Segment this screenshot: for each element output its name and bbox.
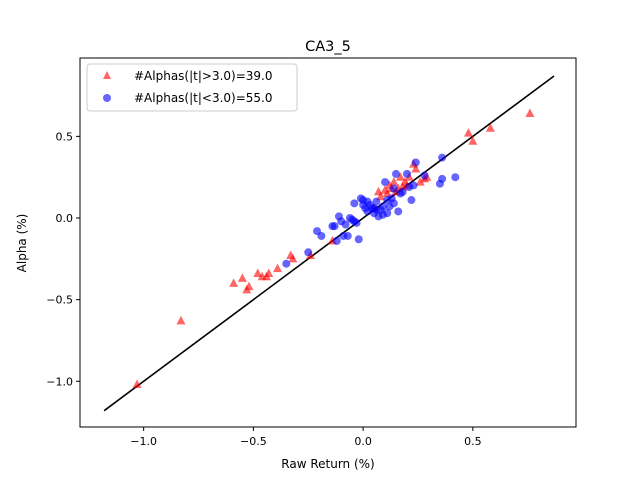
legend-circle-marker <box>103 94 111 102</box>
triangle-point <box>382 188 392 198</box>
axis-ticks: −1.0 −0.5 0.0 0.5 −1.0 −0.5 0.0 0.5 <box>46 130 481 448</box>
triangle-point <box>229 278 239 287</box>
legend-label-insignificant: #Alphas(|t|<3.0)=55.0 <box>134 91 273 105</box>
x-tick-label: −0.5 <box>240 435 267 448</box>
y-tick-label: 0.0 <box>56 212 74 225</box>
circle-point <box>341 220 350 229</box>
y-tick-label: 0.5 <box>56 130 74 143</box>
triangle-point <box>132 379 142 389</box>
y-tick-label: −1.0 <box>46 375 73 388</box>
circle-point <box>381 178 390 187</box>
circle-point <box>403 169 412 178</box>
legend-triangle-marker <box>103 71 111 79</box>
circle-point <box>389 199 398 208</box>
circle-point <box>383 196 392 205</box>
circle-point <box>392 169 401 178</box>
chart-title: CA3_5 <box>305 39 351 55</box>
circle-point <box>330 222 339 231</box>
triangle-point <box>463 128 473 137</box>
circle-point <box>394 207 403 216</box>
y-axis-label: Alpha (%) <box>15 214 29 273</box>
circle-point <box>354 235 363 244</box>
triangle-point <box>411 164 421 173</box>
x-tick-label: 0.5 <box>464 435 482 448</box>
circle-point <box>332 236 341 245</box>
triangle-point <box>244 281 254 291</box>
triangle-point <box>415 177 425 186</box>
data-points <box>132 108 535 389</box>
legend-frame <box>86 63 298 112</box>
triangle-point <box>468 136 478 145</box>
triangle-point <box>395 172 405 181</box>
legend-label-significant: #Alphas(|t|>3.0)=39.0 <box>134 69 273 83</box>
x-tick-label: 0.0 <box>354 435 372 448</box>
circle-point <box>343 231 352 240</box>
triangle-point <box>273 263 283 273</box>
triangle-point <box>286 250 296 260</box>
triangle-point <box>264 268 274 278</box>
circle-point <box>398 187 407 196</box>
x-axis-label: Raw Return (%) <box>281 457 374 471</box>
triangle-point <box>176 315 186 325</box>
circle-point <box>451 173 460 182</box>
circle-point <box>420 171 429 180</box>
plot-frame <box>79 57 577 428</box>
circle-point <box>372 197 381 206</box>
circle-point <box>378 210 387 219</box>
triangle-point <box>389 177 399 186</box>
circle-point <box>438 153 447 162</box>
circle-point <box>372 205 381 214</box>
circle-point <box>407 196 416 205</box>
circle-point <box>363 197 372 206</box>
circle-point <box>350 217 359 226</box>
triangle-point <box>485 123 495 132</box>
triangle-point <box>253 268 263 278</box>
circle-point <box>317 231 326 240</box>
circle-point <box>409 181 418 190</box>
circle-point <box>304 248 313 257</box>
circle-point <box>411 158 420 167</box>
triangle-point <box>237 273 247 282</box>
triangle-point <box>525 108 535 118</box>
legend: #Alphas(|t|>3.0)=39.0 #Alphas(|t|<3.0)=5… <box>86 63 298 112</box>
circle-point <box>350 199 359 208</box>
y-tick-label: −0.5 <box>46 294 73 307</box>
circle-point <box>389 184 398 193</box>
triangle-point <box>376 191 386 201</box>
circle-point <box>378 202 387 211</box>
circle-point <box>438 174 447 183</box>
triangle-point <box>398 181 408 191</box>
circle-point <box>282 259 291 268</box>
x-tick-label: −1.0 <box>130 435 157 448</box>
